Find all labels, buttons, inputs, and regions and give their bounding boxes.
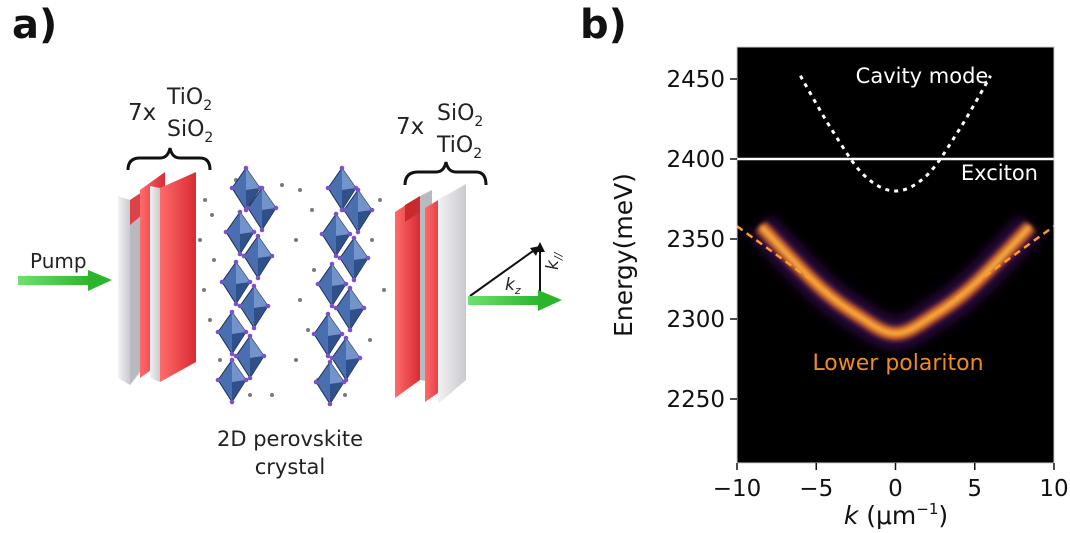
right-mirror-multiplier: 7x	[396, 114, 424, 140]
exciton-annotation: Exciton	[961, 161, 1038, 185]
x-tick-label: 10	[1039, 476, 1068, 502]
y-tick-label: 2250	[666, 387, 725, 413]
perovskite-crystal	[198, 165, 386, 407]
y-tick-label: 2300	[666, 307, 725, 333]
right-dbr-mirror	[395, 184, 466, 404]
y-axis-label: Energy(meV)	[609, 173, 638, 337]
k-vector-diagram: kz k//	[469, 242, 565, 297]
y-tick-label: 2350	[666, 227, 725, 253]
x-axis: −10 −5 0 5 10	[713, 463, 1069, 502]
left-dbr-mirror	[118, 172, 196, 385]
y-tick-label: 2400	[666, 147, 725, 173]
kpar-label: k//	[543, 251, 565, 270]
panel-a-label: a)	[12, 2, 58, 48]
x-tick-label: −10	[713, 476, 762, 502]
left-bracket	[126, 147, 212, 171]
left-mirror-bottom-layer: SiO2	[167, 117, 213, 146]
right-mirror-top-layer: SiO2	[437, 101, 483, 130]
left-mirror-multiplier: 7x	[128, 100, 156, 126]
dispersion-plot: 2250 2300 2350 2400 2450 −10 −5 0 5 10 Cavity mo…	[609, 46, 1069, 530]
right-mirror-bottom-layer: TiO2	[436, 133, 482, 162]
x-axis-label: k (μm−1)	[844, 500, 948, 530]
lower-polariton-annotation: Lower polariton	[812, 351, 983, 376]
lower-polariton-fit-curve	[737, 225, 1054, 335]
microcavity-schematic: 7x TiO2 SiO2 7x SiO2 TiO2 Pump	[18, 85, 565, 479]
y-tick-label: 2450	[666, 67, 725, 93]
right-bracket	[403, 161, 488, 186]
cavity-mode-annotation: Cavity mode	[856, 64, 989, 88]
x-tick-label: 5	[967, 476, 982, 502]
x-tick-label: −5	[799, 476, 833, 502]
pump-arrow	[18, 270, 112, 291]
emission-arrow	[468, 290, 562, 311]
crystal-caption-line1: 2D perovskite	[217, 427, 363, 451]
kz-label: kz	[505, 275, 521, 297]
y-axis: 2250 2300 2350 2400 2450	[666, 67, 737, 413]
left-mirror-top-layer: TiO2	[166, 85, 212, 114]
x-tick-label: 0	[888, 476, 903, 502]
panel-b-label: b)	[580, 2, 627, 48]
pump-label: Pump	[30, 249, 87, 273]
cavity-mode-curve	[799, 75, 992, 193]
crystal-caption-line2: crystal	[255, 455, 326, 479]
